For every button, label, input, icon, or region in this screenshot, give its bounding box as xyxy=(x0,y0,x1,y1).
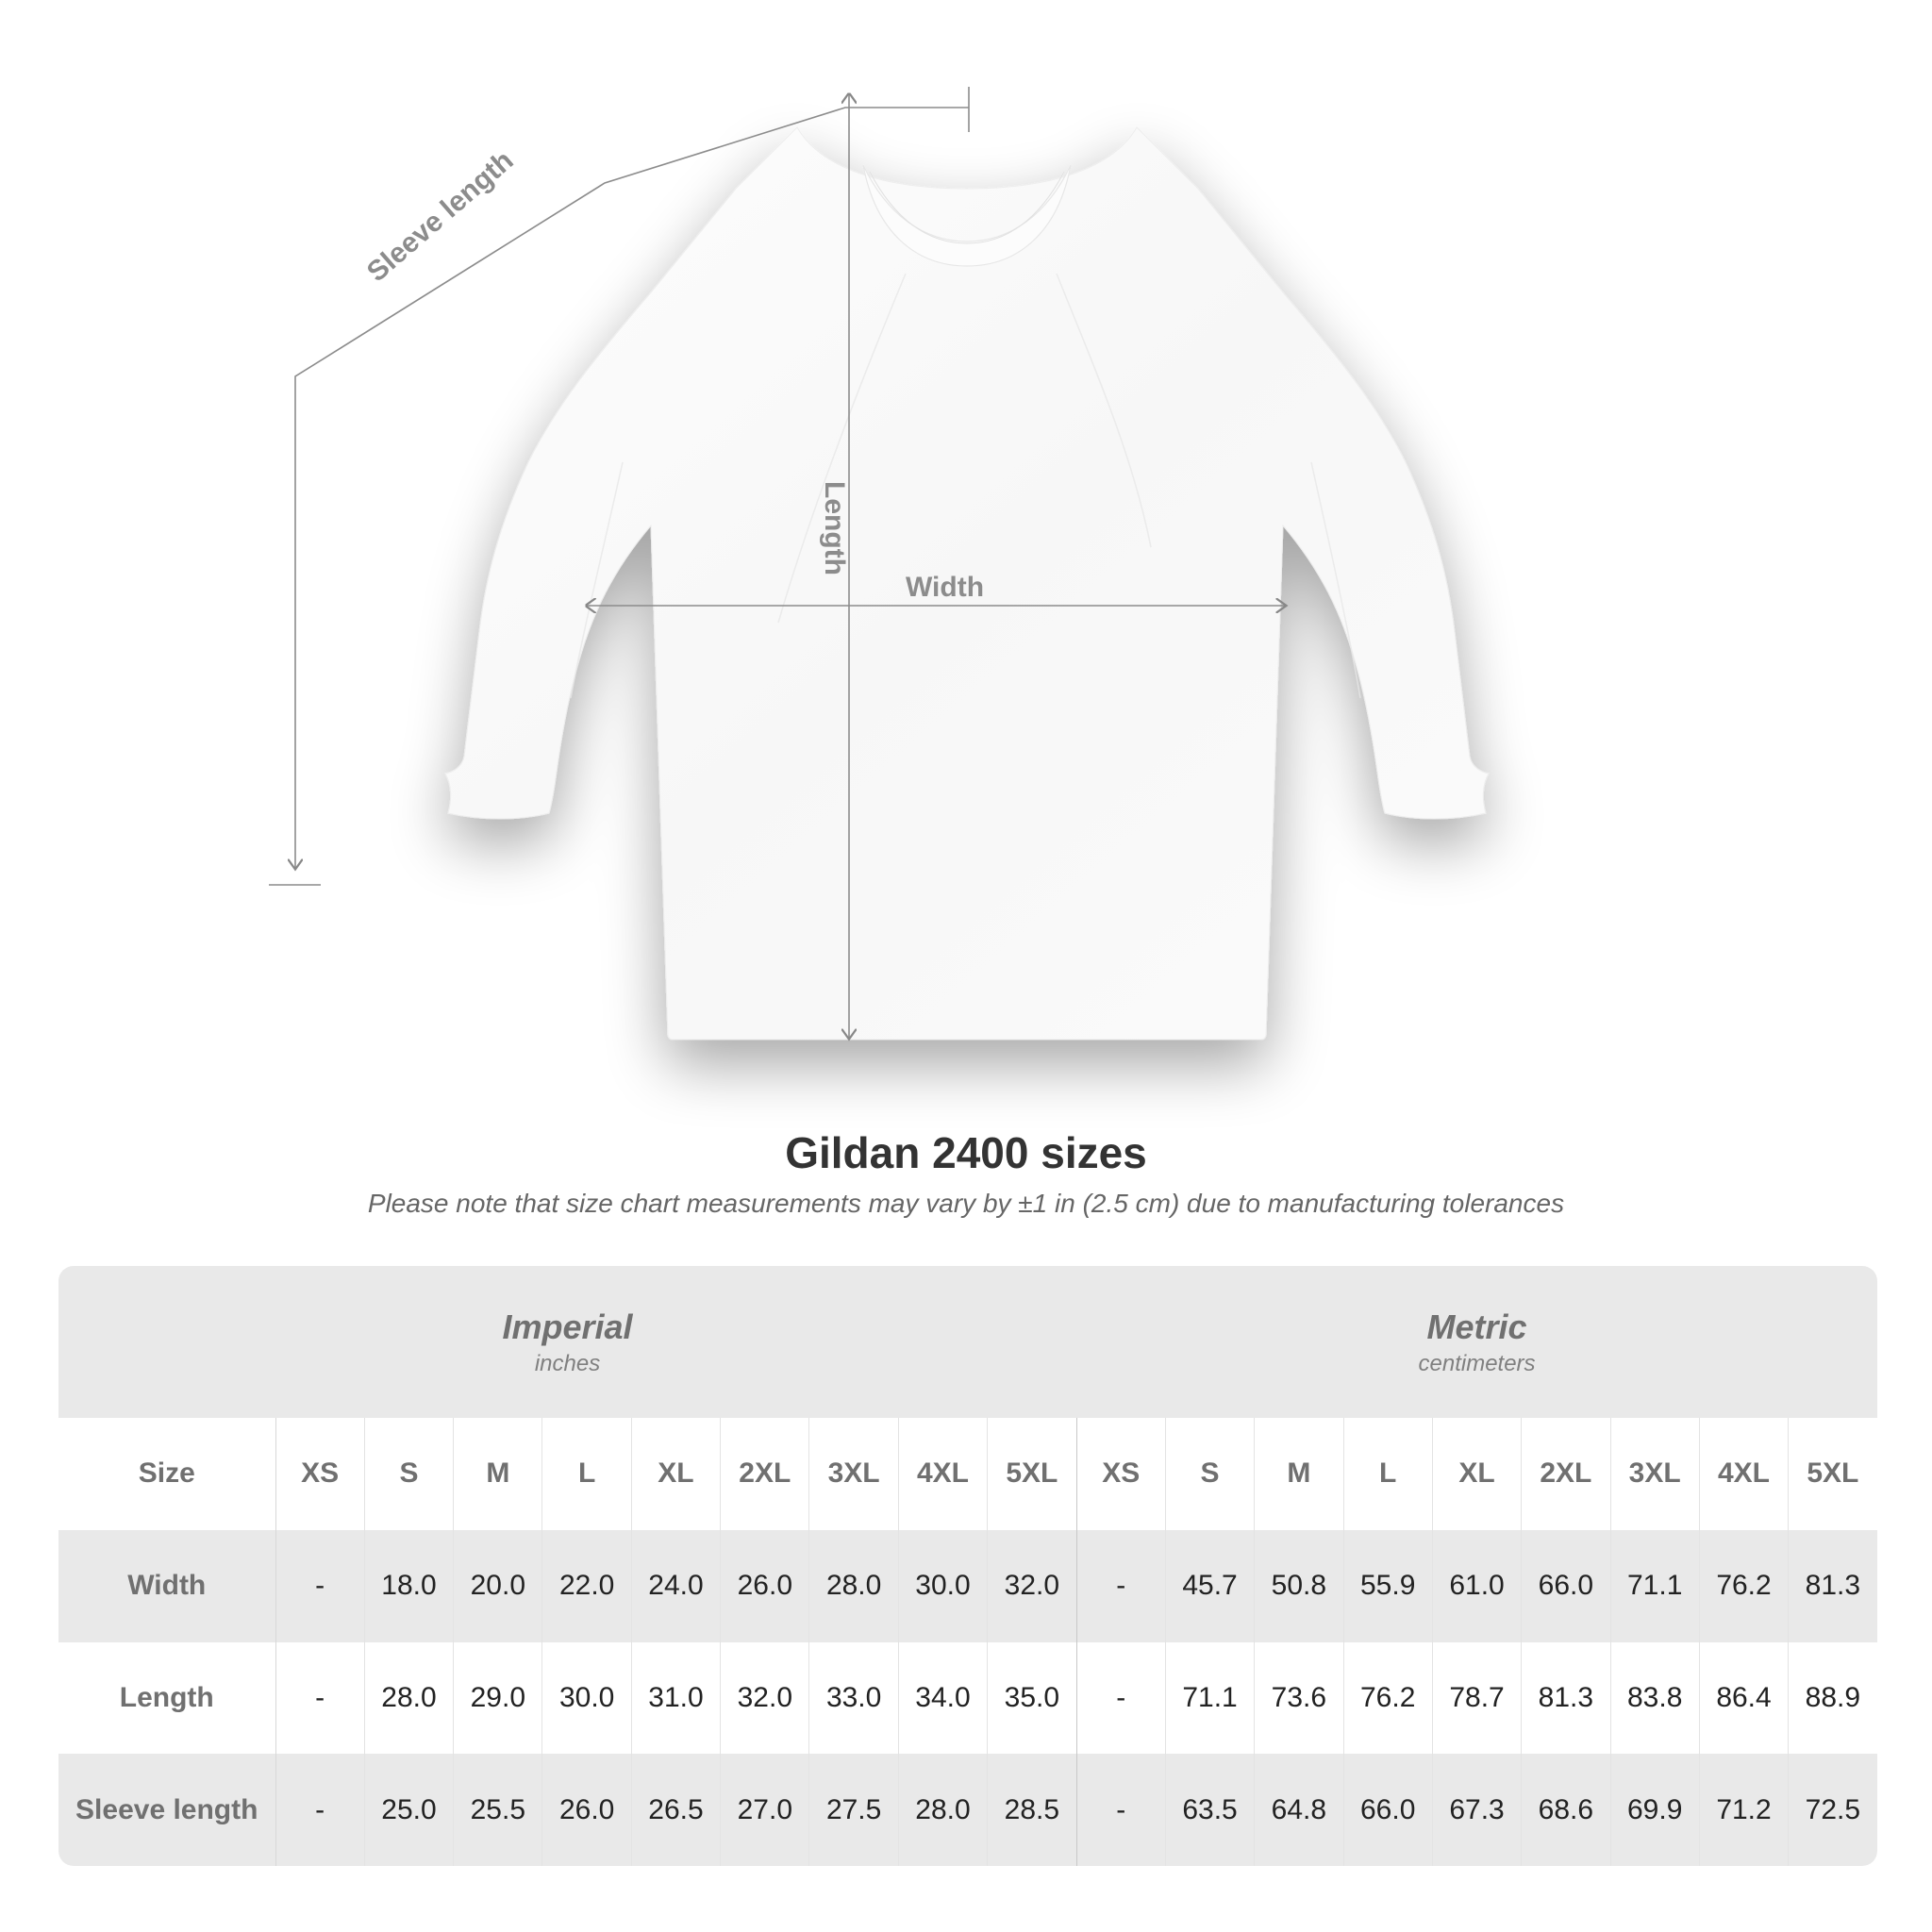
svg-text:Width: Width xyxy=(906,572,984,603)
svg-text:Sleeve length: Sleeve length xyxy=(361,144,520,288)
svg-text:Length: Length xyxy=(819,481,850,575)
